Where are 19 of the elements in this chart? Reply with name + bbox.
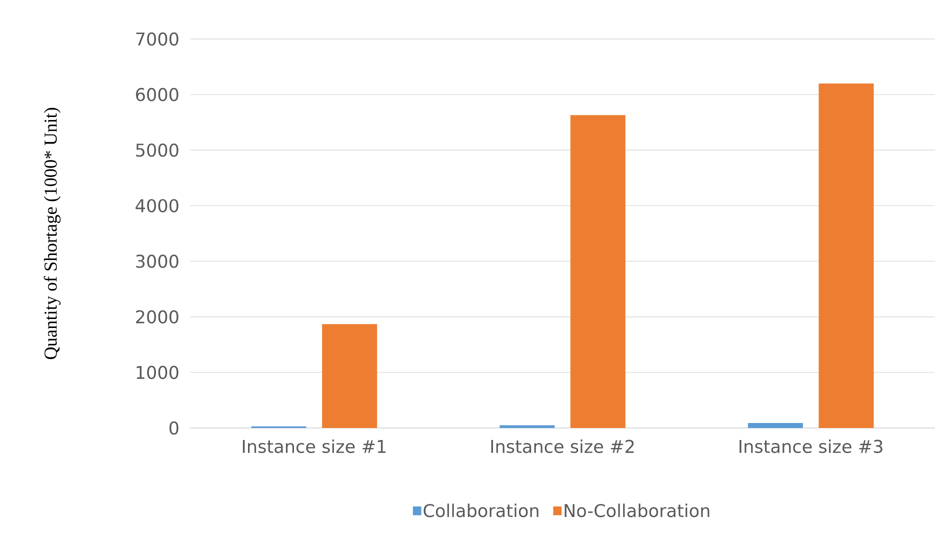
legend-label: Collaboration — [424, 504, 538, 518]
bar — [322, 324, 378, 428]
bar — [570, 115, 626, 428]
y-tick-label: 6000 — [136, 88, 178, 102]
bar — [818, 83, 874, 428]
x-tick-label: Instance size #3 — [740, 439, 882, 454]
x-tick-label: Instance size #2 — [491, 439, 634, 454]
y-tick-label: 0 — [169, 421, 178, 435]
y-tick-label: 7000 — [136, 32, 178, 46]
y-tick-label: 4000 — [136, 199, 178, 212]
bar — [500, 425, 555, 428]
y-tick-label: 1000 — [136, 366, 178, 380]
y-axis-title: Quantity of Shortage (1000* Unit) — [44, 108, 61, 360]
legend-label: No-Collaboration — [564, 504, 710, 518]
bar — [748, 422, 803, 428]
x-tick-label: Instance size #1 — [242, 439, 386, 454]
y-tick-label: 5000 — [136, 143, 178, 157]
y-tick-label: 2000 — [136, 310, 178, 324]
y-tick-label: 3000 — [136, 254, 178, 268]
